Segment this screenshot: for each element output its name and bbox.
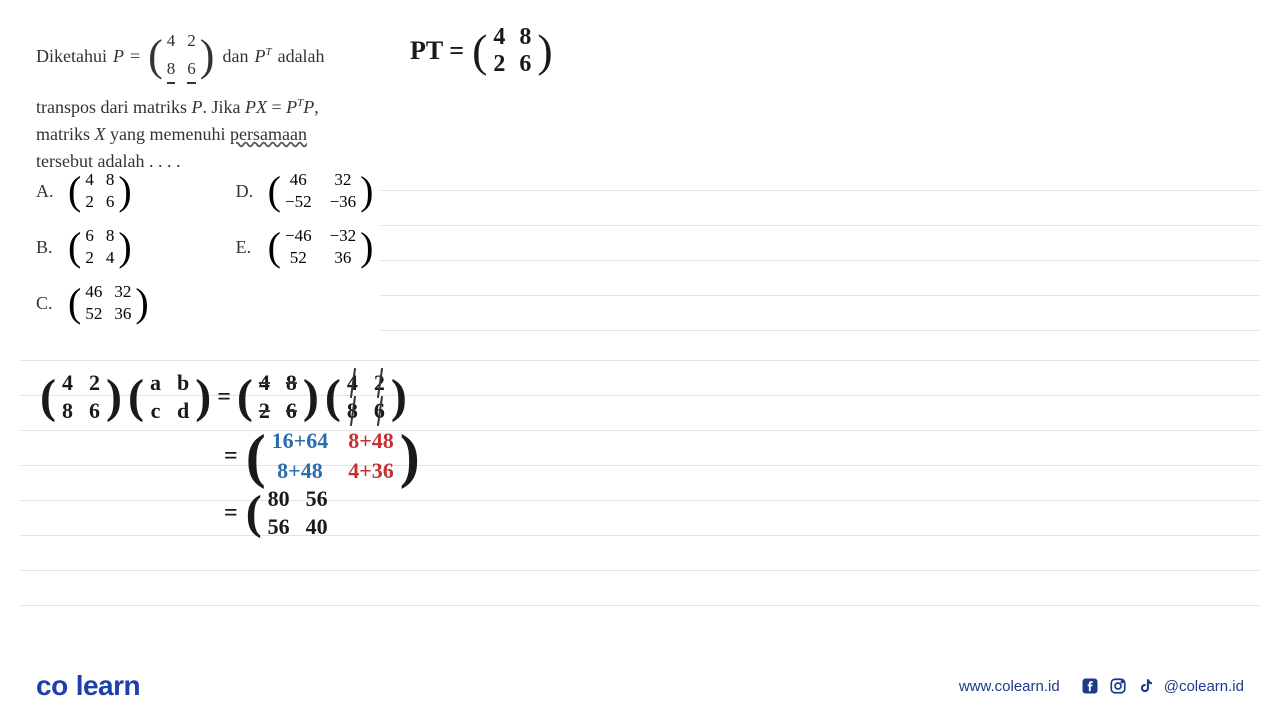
option-A: A. (4826) (36, 170, 151, 212)
q-suf2: adalah (278, 43, 325, 70)
q-eq: = (130, 43, 140, 70)
logo: colearn (36, 670, 140, 702)
option-D: D. (4632−52−36) (236, 170, 376, 212)
ruled-lines-right (380, 156, 1260, 636)
option-E: E. (−46−325236) (236, 226, 376, 268)
matrix-P: ( 4 2 8 6 ) (148, 28, 214, 84)
work-area: (4286) (abcd) = (4826) (4286) = ( 16+64 … (40, 370, 420, 540)
q-suf1: dan (222, 43, 248, 70)
q-var-p: P (113, 43, 124, 70)
website-url: www.colearn.id (959, 678, 1060, 695)
social-icons: @colearn.id (1080, 676, 1244, 696)
question-block: Diketahui P = ( 4 2 8 6 ) dan PT adalah … (36, 28, 376, 175)
option-C: C. (46325236) (36, 282, 151, 324)
option-B: B. (6824) (36, 226, 151, 268)
tiktok-icon (1136, 676, 1156, 696)
options-block: A. (4826) B. (6824) C. (46325236) D. (46… (36, 170, 376, 324)
social-handle: @colearn.id (1164, 678, 1244, 695)
q-prefix: Diketahui (36, 43, 107, 70)
instagram-icon (1108, 676, 1128, 696)
handwritten-pt: PT = ( 4 8 2 6 ) (410, 24, 553, 78)
footer: colearn www.colearn.id @colearn.id (0, 670, 1280, 702)
facebook-icon (1080, 676, 1100, 696)
